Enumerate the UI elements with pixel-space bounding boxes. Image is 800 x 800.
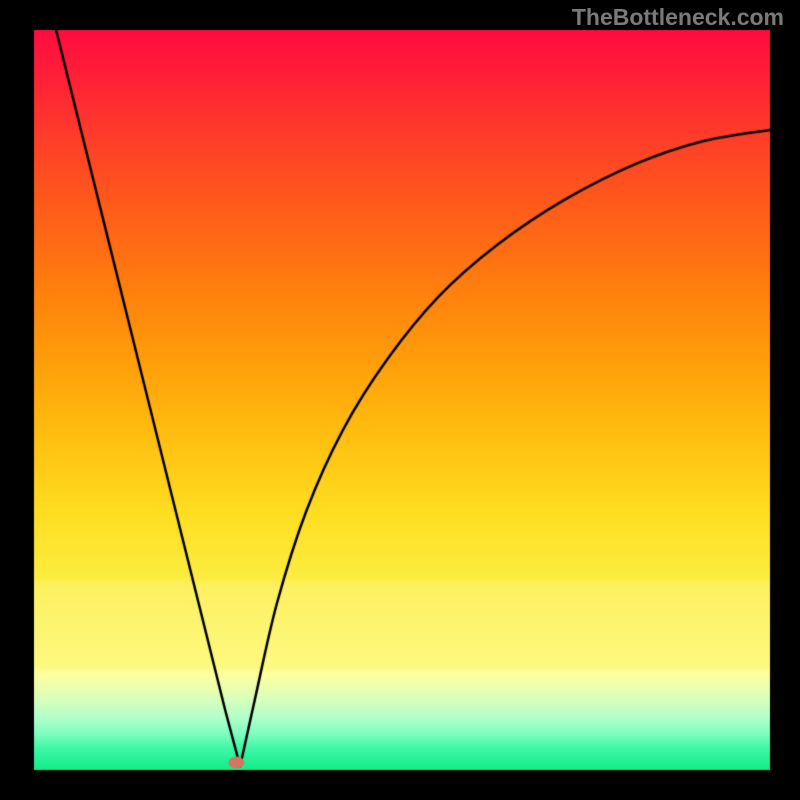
bottleneck-chart	[0, 0, 800, 800]
watermark: TheBottleneck.com	[572, 4, 784, 31]
